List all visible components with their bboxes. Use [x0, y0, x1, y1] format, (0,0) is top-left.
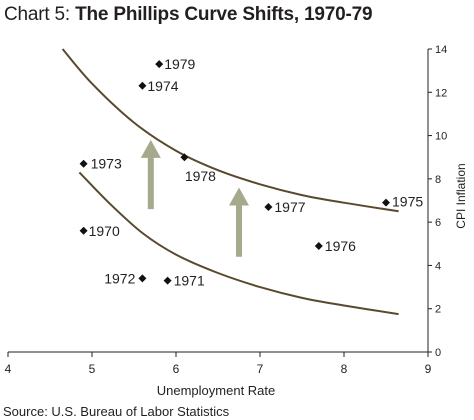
data-point-1976 [314, 241, 323, 250]
y-tick-label: 6 [435, 217, 441, 229]
data-point-1973 [79, 159, 88, 168]
point-label-1978: 1978 [185, 168, 216, 184]
data-point-1974 [138, 81, 147, 90]
title-separator: : [64, 4, 76, 25]
point-label-1976: 1976 [325, 238, 356, 254]
points-layer: 1970 1971 1972 1973 1974 1975 1976 1977 1978 1979 [79, 56, 423, 289]
point-label-1974: 1974 [147, 78, 178, 94]
point-label-1972: 1972 [104, 270, 135, 286]
y-tick-label: 0 [435, 347, 441, 359]
data-point-1979 [155, 60, 164, 69]
curves-layer [61, 48, 399, 316]
x-tick-label: 6 [173, 362, 180, 376]
x-axis-label: Unemployment Rate [157, 383, 276, 398]
y-tick-label: 2 [435, 304, 441, 316]
x-tick-label: 8 [341, 362, 348, 376]
point-label-1977: 1977 [274, 199, 305, 215]
data-point-1972 [138, 274, 147, 283]
source-note: Source: U.S. Bureau of Labor Statistics [3, 404, 230, 419]
shift-arrow-1 [140, 139, 161, 210]
y-tick-label: 12 [435, 87, 447, 99]
data-point-1970 [79, 226, 88, 235]
chart-title: Chart 5: The Phillips Curve Shifts, 1970… [4, 4, 373, 26]
data-point-1978 [180, 153, 189, 162]
x-tick-label: 7 [257, 362, 264, 376]
chart-main-title: The Phillips Curve Shifts, 1970-79 [75, 4, 373, 25]
chart-number: Chart 5 [4, 4, 65, 25]
y-tick-label: 10 [435, 131, 447, 143]
data-point-1971 [163, 276, 172, 285]
point-label-1975: 1975 [392, 194, 423, 210]
phillips-curve-upper [61, 48, 399, 213]
y-tick-label: 8 [435, 174, 441, 186]
point-label-1970: 1970 [89, 223, 120, 239]
phillips-curve-lower [78, 171, 399, 316]
y-tick-label: 14 [435, 44, 447, 56]
data-point-1977 [264, 202, 273, 211]
axes-layer: 4 5 6 7 8 90 2 4 6 8 10 12 14 [5, 44, 448, 376]
x-tick-label: 5 [89, 362, 96, 376]
point-label-1971: 1971 [174, 273, 205, 289]
y-tick-label: 4 [435, 260, 441, 272]
data-point-1975 [382, 198, 390, 207]
shift-arrow-2 [229, 187, 249, 257]
y-axis-label: CPI Inflation [454, 163, 468, 228]
point-label-1973: 1973 [91, 156, 122, 172]
point-label-1979: 1979 [164, 56, 195, 72]
x-tick-label: 9 [425, 362, 432, 376]
arrows-layer [140, 139, 249, 257]
x-tick-label: 4 [5, 362, 12, 376]
